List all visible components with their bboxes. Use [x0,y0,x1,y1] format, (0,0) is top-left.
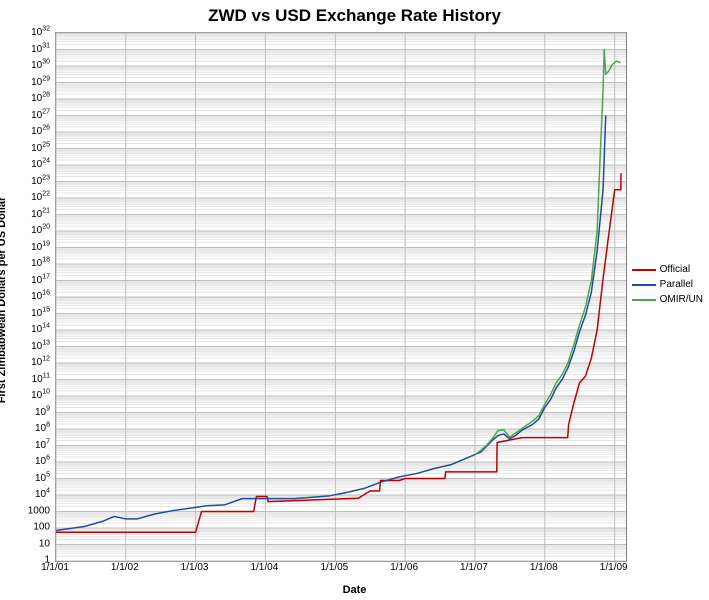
y-tick-label: 1012 [31,356,50,368]
y-tick-label: 1030 [31,59,50,71]
x-tick-label: 1/1/09 [600,562,628,573]
y-tick-label: 10 [39,538,50,549]
legend-item: OMIR/UN [632,294,703,305]
y-tick-label: 1016 [31,290,50,302]
y-tick-label: 1029 [31,75,50,87]
y-tick-label: 104 [35,488,50,500]
y-tick-label: 1017 [31,273,50,285]
chart-title: ZWD vs USD Exchange Rate History [0,6,709,26]
y-tick-label: 1010 [31,389,50,401]
y-tick-label: 1018 [31,257,50,269]
y-tick-label: 1022 [31,191,50,203]
x-tick-label: 1/1/02 [111,562,139,573]
legend-item: Parallel [632,279,703,290]
y-tick-label: 108 [35,422,50,434]
legend-swatch [632,284,656,286]
y-tick-label: 1026 [31,125,50,137]
legend-swatch [632,299,656,301]
x-tick-label: 1/1/01 [41,562,69,573]
y-tick-label: 1028 [31,92,50,104]
x-tick-label: 1/1/03 [181,562,209,573]
y-tick-label: 1032 [31,26,50,38]
legend-label: OMIR/UN [660,294,703,305]
x-axis-label: Date [0,584,709,596]
y-tick-label: 1000 [28,505,50,516]
legend-item: Official [632,264,703,275]
y-tick-label: 109 [35,405,50,417]
y-tick-label: 1015 [31,306,50,318]
y-tick-label: 1013 [31,339,50,351]
y-tick-label: 1025 [31,141,50,153]
y-tick-label: 1011 [32,372,50,384]
y-tick-label: 1021 [31,207,50,219]
x-tick-label: 1/1/05 [320,562,348,573]
y-tick-label: 1020 [31,224,50,236]
plot-svg [56,33,626,561]
x-axis-ticks: 1/1/011/1/021/1/031/1/041/1/051/1/061/1/… [55,562,625,578]
y-tick-label: 1027 [31,108,50,120]
y-tick-label: 1014 [31,323,50,335]
x-tick-label: 1/1/06 [390,562,418,573]
chart-container: ZWD vs USD Exchange Rate History First Z… [0,0,709,600]
y-tick-label: 1024 [31,158,50,170]
y-tick-label: 1031 [31,42,50,54]
y-tick-label: 105 [35,471,50,483]
plot-area [55,32,627,562]
x-tick-label: 1/1/04 [250,562,278,573]
y-tick-label: 107 [35,438,50,450]
y-tick-label: 1023 [31,174,50,186]
legend-label: Parallel [660,279,693,290]
legend-label: Official [660,264,690,275]
legend: Official Parallel OMIR/UN [632,260,703,309]
y-axis-ticks: 1101001000104105106107108109101010111012… [0,32,53,560]
legend-swatch [632,269,656,271]
y-tick-label: 106 [35,455,50,467]
x-tick-label: 1/1/08 [530,562,558,573]
x-tick-label: 1/1/07 [460,562,488,573]
y-tick-label: 1019 [31,240,50,252]
y-tick-label: 100 [33,522,50,533]
